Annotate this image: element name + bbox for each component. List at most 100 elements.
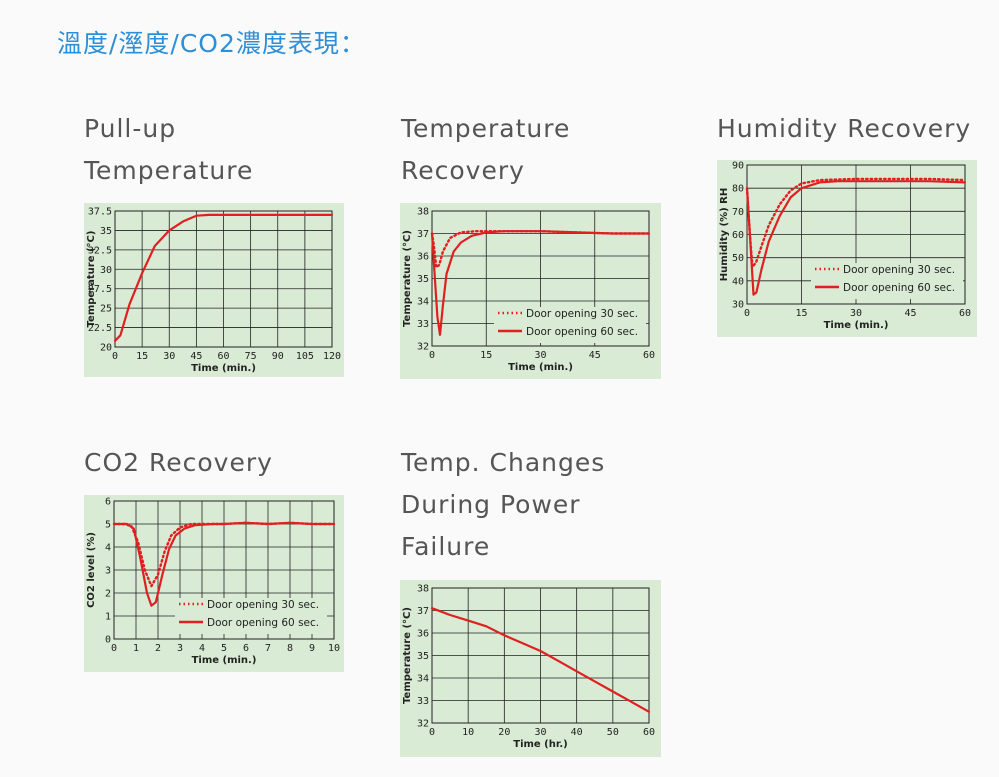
y-tick-label: 25 xyxy=(100,304,112,315)
chart-title-temperature-recovery: Temperature Recovery xyxy=(401,108,570,192)
chart-co2-recovery: 0 1 2 3 4 5 6 7 8 9 10 0 1 2 3 4 5 6 Time (min.) CO2 level … xyxy=(84,495,344,672)
x-tick-label: 4 xyxy=(199,643,205,654)
plot-frame xyxy=(114,210,333,348)
chart-svg: 0 15 30 45 60 30 40 50 60 70 80 90 Time (min.) Humidi… xyxy=(719,161,971,332)
chart-title-line: Temperature xyxy=(401,114,571,143)
legend-label: Door opening 60 sec. xyxy=(843,282,955,294)
x-axis-label: Time (min.) xyxy=(191,363,256,374)
y-tick-label: 35 xyxy=(417,274,429,285)
x-tick-label: 10 xyxy=(462,727,474,738)
x-tick-label: 2 xyxy=(155,643,161,654)
chart-svg: 0 10 20 30 40 50 60 32 33 34 35 36 37 38 Time (hr.) Tem… xyxy=(402,584,655,751)
y-tick-label: 3 xyxy=(105,566,111,577)
x-tick-label: 15 xyxy=(480,350,492,361)
series-line-dotted xyxy=(745,177,967,269)
series-line-solid xyxy=(430,607,651,713)
x-axis-label: Time (min.) xyxy=(508,362,573,373)
y-tick-label: 90 xyxy=(732,161,744,172)
chart-title-power-failure: Temp. Changes During Power Failure xyxy=(401,442,605,568)
x-tick-label: 75 xyxy=(245,351,257,362)
plot-frame xyxy=(431,587,650,724)
plot-frame xyxy=(431,210,650,347)
y-tick-label: 38 xyxy=(417,207,429,218)
chart-svg: 0 15 30 45 60 32 33 34 35 36 37 38 Time (min.) Temper… xyxy=(402,207,655,374)
x-tick-label: 0 xyxy=(429,727,435,738)
y-tick-label: 37 xyxy=(417,606,429,617)
chart-temperature-recovery: 0 15 30 45 60 32 33 34 35 36 37 38 Time (min.) Temper… xyxy=(400,203,661,379)
x-tick-label: 15 xyxy=(795,308,807,319)
series-line-solid xyxy=(430,230,651,336)
chart-title-line: Humidity Recovery xyxy=(717,114,972,143)
chart-title-line: Pull-up xyxy=(84,114,177,143)
x-tick-label: 7 xyxy=(265,643,271,654)
x-axis-label: Time (min.) xyxy=(192,655,257,666)
legend-box xyxy=(175,598,327,634)
y-tick-label: 37 xyxy=(417,229,429,240)
x-tick-label: 45 xyxy=(589,350,601,361)
y-tick-label: 35 xyxy=(100,226,112,237)
x-tick-label: 60 xyxy=(643,727,655,738)
chart-title-line: During Power xyxy=(401,490,581,519)
legend-label: Door opening 60 sec. xyxy=(207,617,319,629)
y-tick-label: 37.5 xyxy=(88,207,112,218)
x-tick-label: 30 xyxy=(534,727,546,738)
x-tick-label: 8 xyxy=(287,643,293,654)
x-tick-label: 30 xyxy=(534,350,546,361)
series-line-dotted xyxy=(430,230,651,269)
y-axis-label: CO2 level (%) xyxy=(86,532,97,608)
x-tick-label: 45 xyxy=(904,308,916,319)
y-tick-label: 32.5 xyxy=(88,245,112,256)
y-tick-label: 27.5 xyxy=(88,284,112,295)
x-tick-label: 90 xyxy=(272,351,284,362)
y-tick-label: 2 xyxy=(105,589,111,600)
chart-pullup-temperature: 0 15 30 45 60 75 90 105 120 20 22.5 25 27.5 30 32.5 35 3… xyxy=(84,203,344,377)
y-tick-label: 4 xyxy=(105,543,111,554)
x-tick-label: 60 xyxy=(959,308,971,319)
y-tick-label: 80 xyxy=(732,184,744,195)
x-tick-label: 30 xyxy=(850,308,862,319)
chart-power-failure: 0 10 20 30 40 50 60 32 33 34 35 36 37 38 Time (hr.) Tem… xyxy=(400,580,661,757)
x-tick-label: 5 xyxy=(221,643,227,654)
y-tick-label: 0 xyxy=(105,635,111,646)
chart-humidity-recovery: 0 15 30 45 60 30 40 50 60 70 80 90 Time (min.) Humidi… xyxy=(717,160,977,337)
series-line-solid xyxy=(113,213,334,342)
x-tick-label: 9 xyxy=(309,643,315,654)
chart-title-line: CO2 Recovery xyxy=(84,448,273,477)
legend-label: Door opening 30 sec. xyxy=(207,599,319,611)
y-tick-label: 38 xyxy=(417,584,429,595)
legend-label: Door opening 30 sec. xyxy=(526,308,638,320)
legend: Door opening 30 sec. Door opening 60 sec. xyxy=(811,263,963,299)
chart-title-line: Recovery xyxy=(401,156,525,185)
x-axis-label: Time (min.) xyxy=(824,320,889,331)
x-tick-label: 0 xyxy=(744,308,750,319)
chart-title-pullup: Pull-up Temperature xyxy=(84,108,253,192)
y-tick-label: 30 xyxy=(100,265,112,276)
x-tick-label: 20 xyxy=(498,727,510,738)
plot-frame xyxy=(113,500,335,640)
legend: Door opening 30 sec. Door opening 60 sec. xyxy=(175,598,327,634)
x-tick-label: 60 xyxy=(217,351,229,362)
page-title: 溫度/溼度/CO2濃度表現： xyxy=(57,29,366,58)
x-tick-label: 10 xyxy=(328,643,340,654)
chart-title-line: Temperature xyxy=(84,156,254,185)
legend-label: Door opening 60 sec. xyxy=(526,326,638,338)
y-tick-label: 33 xyxy=(417,696,429,707)
y-axis-label: Temperature (°C) xyxy=(402,607,413,704)
y-tick-label: 34 xyxy=(417,297,429,308)
y-tick-label: 20 xyxy=(100,343,112,354)
series-line-solid xyxy=(112,521,336,607)
x-tick-label: 0 xyxy=(111,643,117,654)
chart-title-humidity-recovery: Humidity Recovery xyxy=(717,108,971,150)
x-tick-label: 1 xyxy=(133,643,139,654)
y-tick-label: 36 xyxy=(417,629,429,640)
plot-frame xyxy=(746,164,966,305)
y-tick-label: 30 xyxy=(732,300,744,311)
y-axis-label: Temperature (°C) xyxy=(402,230,413,327)
y-tick-label: 60 xyxy=(732,230,744,241)
legend-label: Door opening 30 sec. xyxy=(843,264,955,276)
y-tick-label: 34 xyxy=(417,674,429,685)
chart-title-line: Failure xyxy=(401,532,491,561)
x-tick-label: 120 xyxy=(323,351,341,362)
legend-box xyxy=(811,263,963,299)
